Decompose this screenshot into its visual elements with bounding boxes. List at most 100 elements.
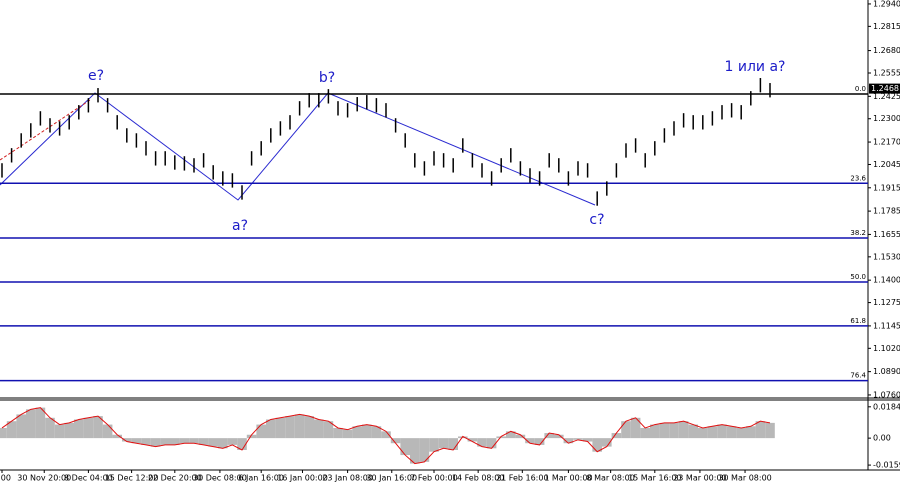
- osc-bar: [400, 438, 410, 456]
- osc-bar: [333, 427, 343, 439]
- osc-tick-label: -0.0159: [873, 461, 900, 470]
- trend-line: [0, 99, 91, 161]
- osc-bar: [6, 421, 17, 439]
- osc-bar: [198, 438, 209, 445]
- osc-bar: [669, 422, 679, 439]
- osc-bar: [630, 417, 641, 439]
- osc-bar: [285, 416, 295, 439]
- x-tick-label: 6 Jan 16:00: [238, 474, 284, 483]
- osc-bar: [294, 414, 305, 439]
- osc-bar: [621, 421, 631, 439]
- osc-bar: [102, 424, 113, 439]
- osc-bar: [74, 419, 84, 439]
- osc-bar: [64, 422, 74, 439]
- y-tick-label: 1.1400: [873, 276, 900, 285]
- y-tick-label: 1.2170: [873, 138, 900, 147]
- osc-bar: [573, 438, 583, 440]
- last-price-box: [869, 83, 900, 94]
- x-tick-label: 8 Dec 04:00: [64, 474, 113, 483]
- osc-bar: [0, 427, 7, 439]
- osc-bar: [746, 426, 756, 439]
- osc-bar: [736, 427, 746, 439]
- osc-bar: [160, 438, 170, 445]
- osc-bar: [246, 434, 257, 439]
- x-tick-label: 16 Jan 00:00: [277, 474, 328, 483]
- x-tick-label: 2:00: [0, 474, 11, 483]
- osc-bar: [141, 438, 151, 445]
- fib-label: 76.4: [850, 372, 866, 380]
- osc-bar: [314, 419, 324, 439]
- osc-bar: [208, 438, 218, 447]
- osc-bar: [381, 431, 391, 439]
- y-tick-label: 1.1145: [873, 321, 900, 330]
- y-tick-label: 1.2555: [873, 68, 900, 77]
- fib-label: 0.0: [855, 85, 866, 93]
- x-tick-label: 7 Feb 00:00: [410, 474, 457, 483]
- osc-tick-label: 0.00: [873, 434, 891, 443]
- x-tick-label: 8 Mar 08:00: [586, 474, 634, 483]
- osc-bar: [227, 438, 238, 445]
- y-tick-label: 1.2300: [873, 114, 900, 123]
- osc-bar: [390, 438, 401, 444]
- osc-bar: [525, 438, 535, 444]
- osc-bar: [323, 421, 334, 439]
- osc-bar: [362, 424, 372, 439]
- osc-bar: [563, 438, 574, 444]
- y-tick-label: 1.1530: [873, 252, 900, 261]
- fib-label: 50.0: [850, 273, 866, 281]
- y-tick-label: 1.0760: [873, 390, 900, 399]
- y-tick-label: 1.0890: [873, 367, 900, 376]
- osc-bar: [707, 426, 718, 439]
- osc-bar: [179, 438, 190, 444]
- osc-bar: [765, 422, 775, 439]
- osc-bar: [602, 438, 612, 447]
- x-tick-label: 15 Mar 16:00: [628, 474, 681, 483]
- osc-bar: [150, 438, 161, 447]
- x-tick-label: 30 Jan 16:00: [366, 474, 417, 483]
- osc-bar: [54, 424, 65, 439]
- osc-bar: [486, 438, 497, 449]
- osc-bar: [582, 438, 593, 442]
- osc-bar: [544, 433, 554, 439]
- osc-bar: [717, 424, 727, 439]
- osc-bar: [698, 427, 708, 439]
- wave-label: b?: [319, 70, 335, 86]
- osc-bar: [534, 438, 545, 445]
- x-tick-label: 22 Dec 20:00: [148, 474, 202, 483]
- x-tick-label: 15 Dec 12:00: [105, 474, 159, 483]
- osc-bar: [256, 424, 266, 439]
- osc-bar: [554, 434, 564, 439]
- osc-bar: [93, 416, 103, 439]
- wave-label: c?: [589, 212, 604, 228]
- osc-bar: [275, 417, 286, 439]
- osc-bar: [35, 407, 46, 439]
- osc-bar: [122, 438, 132, 442]
- osc-bar: [410, 438, 420, 464]
- osc-bar: [438, 438, 449, 449]
- osc-bar: [592, 438, 602, 452]
- y-tick-label: 1.1020: [873, 344, 900, 353]
- osc-bar: [477, 438, 487, 447]
- osc-bar: [83, 417, 94, 439]
- fib-label: 38.2: [850, 229, 866, 237]
- wave-label: e?: [88, 68, 104, 84]
- wave-line: [0, 92, 596, 206]
- wave-label: 1 или a?: [725, 59, 786, 75]
- x-tick-label: 21 Feb 16:00: [496, 474, 548, 483]
- x-tick-label: 23 Jan 08:00: [322, 474, 373, 483]
- y-tick-label: 1.2815: [873, 22, 900, 31]
- x-tick-label: 30 Mar 08:00: [718, 474, 771, 483]
- osc-bar: [640, 427, 650, 439]
- osc-bar: [131, 438, 142, 444]
- osc-bar: [352, 426, 362, 439]
- osc-bar: [26, 409, 36, 439]
- osc-bar: [678, 421, 689, 439]
- osc-bar: [506, 431, 516, 439]
- fib-label: 23.6: [850, 174, 866, 182]
- osc-bar: [16, 414, 26, 439]
- x-tick-label: 30 Dec 08:00: [193, 474, 247, 483]
- y-tick-label: 1.1275: [873, 298, 900, 307]
- y-tick-label: 1.1915: [873, 183, 900, 192]
- osc-bar: [342, 429, 353, 439]
